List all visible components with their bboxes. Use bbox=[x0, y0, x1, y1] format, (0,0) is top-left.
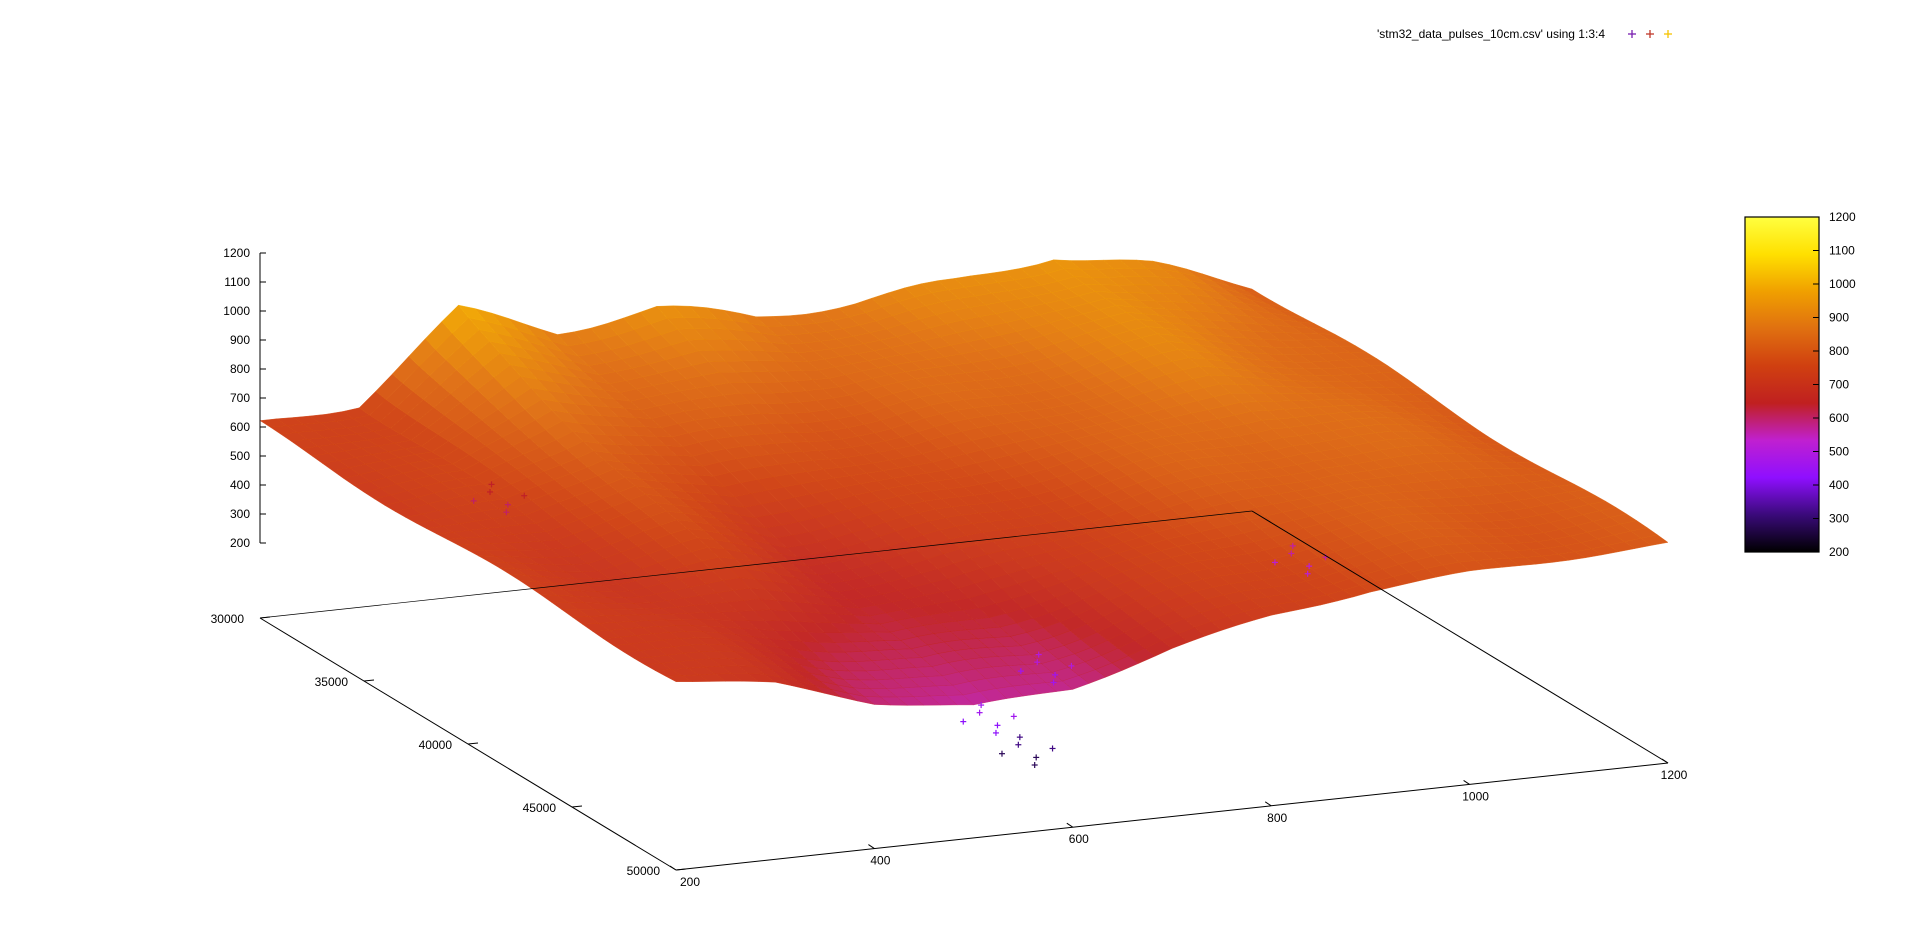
legend-marker bbox=[1628, 30, 1636, 38]
dip-point bbox=[470, 497, 477, 504]
colorbar-tick-label: 200 bbox=[1829, 545, 1849, 559]
dip-point bbox=[503, 509, 510, 516]
dip-point bbox=[1035, 651, 1042, 658]
x-tick bbox=[669, 865, 677, 871]
colorbar-tick-label: 1100 bbox=[1829, 244, 1855, 258]
z-tick-label: 400 bbox=[230, 478, 250, 492]
colorbar-tick-label: 1200 bbox=[1829, 210, 1856, 224]
y-tick bbox=[467, 742, 479, 745]
dip-point bbox=[1034, 659, 1041, 666]
x-tick bbox=[868, 844, 875, 850]
y-tick-label: 40000 bbox=[419, 738, 453, 752]
dip-point bbox=[976, 709, 983, 716]
y-tick bbox=[259, 616, 271, 619]
dip-point bbox=[1304, 570, 1311, 577]
colorbar-tick-label: 400 bbox=[1829, 478, 1849, 492]
z-tick-label: 700 bbox=[230, 391, 250, 405]
z-tick-label: 1200 bbox=[223, 246, 250, 260]
z-tick-label: 1000 bbox=[223, 304, 250, 318]
x-tick bbox=[1463, 779, 1470, 785]
colorbar: 200 300 400 500 600 700 800 900 1000 1100 1200 bbox=[1744, 210, 1856, 559]
dip-point bbox=[1017, 668, 1024, 675]
dip-point bbox=[1271, 559, 1278, 566]
dip-point bbox=[978, 702, 985, 709]
dip-point bbox=[1306, 563, 1313, 570]
dip-point bbox=[1049, 745, 1056, 752]
x-tick-label: 400 bbox=[870, 854, 890, 868]
y-tick bbox=[363, 679, 375, 682]
z-tick-label: 900 bbox=[230, 333, 250, 347]
y-tick-label: 50000 bbox=[627, 864, 661, 878]
dip-point bbox=[521, 492, 528, 499]
dip-point bbox=[1050, 679, 1057, 686]
dip-point bbox=[992, 729, 999, 736]
x-tick-label: 200 bbox=[680, 875, 700, 889]
dip-point bbox=[1031, 762, 1038, 769]
dip-point bbox=[1288, 550, 1295, 557]
surface-cell bbox=[1640, 534, 1669, 546]
z-tick-label: 1100 bbox=[224, 275, 250, 289]
dip-point bbox=[960, 718, 967, 725]
dip-point bbox=[998, 750, 1005, 757]
dip-point bbox=[1010, 713, 1017, 720]
dip-point bbox=[1016, 734, 1023, 741]
dip-point bbox=[487, 488, 494, 495]
z-tick-label: 800 bbox=[230, 362, 250, 376]
colorbar-tick-label: 500 bbox=[1829, 445, 1849, 459]
axes-layer: 200 400 600 800 1000 1200 30000 35000 40000 45000… bbox=[211, 246, 1688, 889]
legend-label: 'stm32_data_pulses_10cm.csv' using 1:3:4 bbox=[1377, 27, 1605, 41]
colorbar-tick-label: 600 bbox=[1829, 411, 1849, 425]
dip-point bbox=[1033, 754, 1040, 761]
colorbar-tick-label: 700 bbox=[1829, 378, 1849, 392]
z-tick-label: 300 bbox=[230, 507, 250, 521]
legend-marker bbox=[1664, 30, 1672, 38]
y-tick bbox=[675, 868, 687, 871]
colorbar-tick-label: 800 bbox=[1829, 344, 1849, 358]
x-tick bbox=[1661, 758, 1669, 764]
x-tick-label: 1000 bbox=[1462, 789, 1489, 803]
y-tick-label: 30000 bbox=[211, 612, 245, 626]
dip-point bbox=[1015, 741, 1022, 748]
legend: 'stm32_data_pulses_10cm.csv' using 1:3:4 bbox=[1377, 27, 1672, 41]
y-tick bbox=[571, 805, 583, 808]
y-tick-label: 35000 bbox=[315, 675, 349, 689]
colorbar-tick-label: 900 bbox=[1829, 311, 1849, 325]
dip-point bbox=[488, 481, 495, 488]
dip-point bbox=[1289, 542, 1296, 549]
legend-marker bbox=[1646, 30, 1654, 38]
colorbar-gradient bbox=[1744, 216, 1820, 553]
z-tick-label: 600 bbox=[230, 420, 250, 434]
x-axis-line bbox=[675, 762, 1669, 871]
back-base-line bbox=[259, 510, 1253, 619]
x-tick-label: 600 bbox=[1069, 832, 1089, 846]
dip-point bbox=[1052, 671, 1059, 678]
z-tick-label: 200 bbox=[230, 536, 250, 550]
colorbar-tick-label: 300 bbox=[1829, 512, 1849, 526]
x-tick bbox=[1066, 822, 1074, 828]
colorbar-tick-label: 1000 bbox=[1829, 277, 1856, 291]
surface-layer bbox=[259, 259, 1669, 769]
x-tick-label: 800 bbox=[1267, 811, 1287, 825]
dip-point bbox=[1068, 662, 1075, 669]
dip-point bbox=[994, 722, 1001, 729]
x-tick-label: 1200 bbox=[1661, 768, 1688, 782]
x-tick bbox=[1264, 801, 1272, 807]
z-tick-label: 500 bbox=[230, 449, 250, 463]
right-base-line bbox=[1251, 510, 1669, 764]
y-tick-label: 45000 bbox=[523, 801, 557, 815]
dip-point bbox=[504, 501, 511, 508]
